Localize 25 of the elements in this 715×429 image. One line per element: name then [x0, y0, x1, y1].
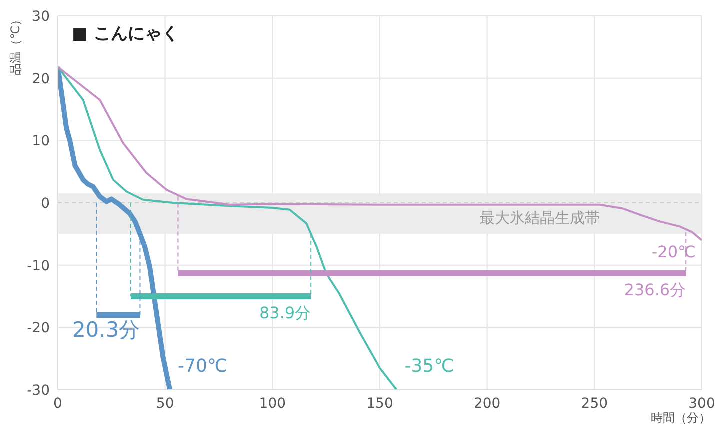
band-label: 最大氷結晶生成帯 [480, 209, 600, 228]
x-tick-label: 250 [581, 396, 608, 412]
series-label: 20.3分 [72, 318, 140, 342]
x-tick-label: 100 [259, 396, 286, 412]
y-tick-label: -20 [27, 320, 50, 337]
y-tick-label: 30 [32, 8, 50, 25]
series-label: 83.9分 [259, 304, 312, 322]
x-tick-label: 0 [54, 396, 62, 412]
series-label: -20℃ [652, 242, 696, 262]
series-label: -35℃ [404, 356, 454, 377]
y-tick-label: 10 [32, 134, 50, 150]
x-tick-label: 300 [688, 396, 715, 412]
text: ■ こんにゃく [72, 23, 179, 45]
x-tick-label: 150 [366, 396, 394, 412]
x-axis-title: 時間（分） [651, 410, 711, 427]
x-tick-label: 50 [156, 396, 174, 412]
y-tick-label: 0 [41, 196, 50, 212]
line-series [58, 66, 398, 390]
y-tick-label: 20 [32, 71, 50, 88]
y-tick-label: -10 [27, 258, 50, 274]
series-label: -70℃ [178, 356, 228, 377]
y-tick-label: -30 [27, 382, 50, 399]
series-label: 236.6分 [624, 280, 686, 300]
y-axis-title: 品温（℃） [8, 12, 24, 78]
x-tick-label: 200 [474, 396, 501, 412]
